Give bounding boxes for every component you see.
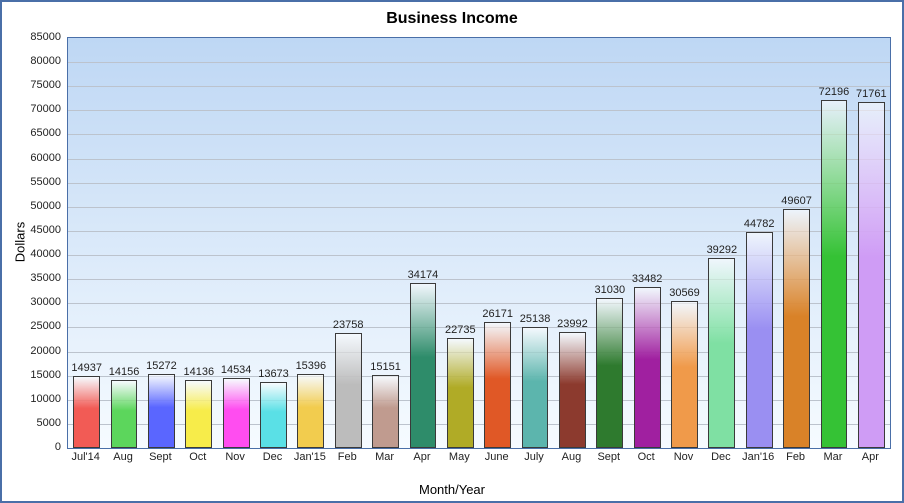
bar [746,232,773,448]
bar-value-label: 49607 [781,195,812,207]
x-tick-label: Jul'14 [71,451,99,463]
bar [297,374,324,448]
bar [634,287,661,449]
x-tick-label: Aug [562,451,582,463]
gridline [68,62,890,63]
bar-value-label: 30569 [669,287,700,299]
x-tick-label: Dec [263,451,283,463]
x-tick-label: Feb [786,451,805,463]
bar [148,374,175,448]
bar-value-label: 14136 [183,366,214,378]
bar [559,332,586,448]
y-tick-label: 25000 [2,320,61,332]
x-tick-label: Apr [862,451,879,463]
x-tick-label: Aug [113,451,133,463]
bar-value-label: 14534 [221,364,252,376]
bar-value-label: 33482 [632,273,663,285]
bar [671,301,698,448]
bar [335,333,362,448]
x-tick-label: Feb [338,451,357,463]
y-tick-label: 10000 [2,393,61,405]
bar-value-label: 25138 [520,313,551,325]
x-tick-label: Sept [149,451,172,463]
y-tick-label: 5000 [2,417,61,429]
y-tick-label: 35000 [2,272,61,284]
bar-value-label: 23758 [333,319,364,331]
bar-value-label: 13673 [258,368,289,380]
bar-value-label: 14937 [71,362,102,374]
bar [111,380,138,448]
x-axis-title: Month/Year [2,482,902,497]
bar [372,375,399,448]
bar [223,378,250,448]
bar [484,322,511,448]
bar-value-label: 34174 [408,269,439,281]
bar [821,100,848,448]
y-tick-label: 85000 [2,31,61,43]
bar [708,258,735,448]
x-tick-label: Nov [674,451,694,463]
bar [447,338,474,448]
x-tick-label: Mar [375,451,394,463]
y-tick-label: 75000 [2,79,61,91]
bar-value-label: 71761 [856,88,887,100]
bar [522,327,549,448]
x-tick-label: Nov [225,451,245,463]
bar-value-label: 15272 [146,360,177,372]
bar-value-label: 39292 [707,244,738,256]
bar-value-label: 15396 [296,360,327,372]
y-tick-label: 65000 [2,127,61,139]
y-tick-label: 20000 [2,345,61,357]
y-tick-label: 45000 [2,224,61,236]
y-tick-label: 15000 [2,369,61,381]
x-tick-label: Apr [413,451,430,463]
gridline [68,183,890,184]
bar [858,102,885,448]
y-tick-label: 50000 [2,200,61,212]
bar-value-label: 22735 [445,324,476,336]
bar [260,382,287,448]
bar-value-label: 23992 [557,318,588,330]
bar-value-label: 26171 [482,308,513,320]
x-tick-label: Mar [823,451,842,463]
y-tick-label: 30000 [2,296,61,308]
x-tick-label: July [524,451,544,463]
chart-title: Business Income [2,10,902,28]
y-tick-label: 40000 [2,248,61,260]
x-tick-label: Jan'15 [294,451,326,463]
x-tick-label: June [485,451,509,463]
x-tick-label: Dec [711,451,731,463]
x-tick-label: Oct [638,451,655,463]
bar [596,298,623,448]
gridline [68,86,890,87]
x-tick-label: May [449,451,470,463]
y-tick-label: 55000 [2,176,61,188]
y-tick-label: 80000 [2,55,61,67]
gridline [68,159,890,160]
plot-area: 14937 14156 15272 14136 14534 13673 15396 23758… [67,37,891,449]
bar [73,376,100,448]
bar-value-label: 72196 [819,86,850,98]
x-tick-label: Jan'16 [742,451,774,463]
bar [783,209,810,448]
gridline [68,110,890,111]
bar-value-label: 31030 [594,284,625,296]
bar-value-label: 14156 [109,366,140,378]
bar [410,283,437,448]
x-tick-label: Oct [189,451,206,463]
gridline [68,134,890,135]
y-tick-label: 0 [2,441,61,453]
bar-value-label: 44782 [744,218,775,230]
y-tick-label: 60000 [2,152,61,164]
chart-container: Business Income Dollars 1493714156152721… [0,0,904,503]
x-tick-label: Sept [597,451,620,463]
y-tick-label: 70000 [2,103,61,115]
gridline [68,207,890,208]
bar-value-label: 15151 [370,361,401,373]
bar [185,380,212,448]
